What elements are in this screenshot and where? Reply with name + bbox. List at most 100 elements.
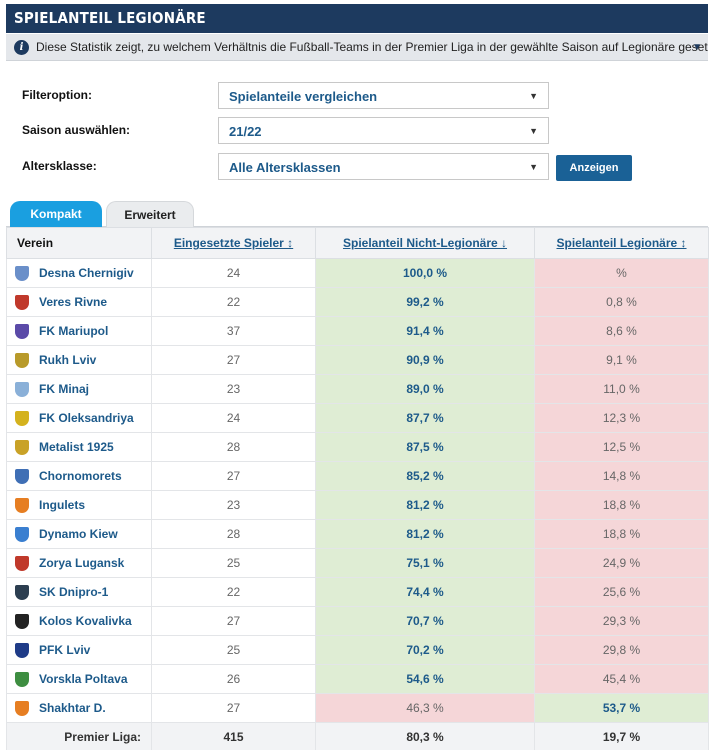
age-class-select[interactable]: Alle Altersklassen ▼ [218,153,549,180]
non-legion-cell: 87,5 % [315,432,535,462]
sort-players-link[interactable]: Eingesetzte Spieler ↕ [173,236,294,250]
players-cell: 24 [151,403,316,433]
players-cell: 27 [151,693,316,723]
club-name-link[interactable]: Zorya Lugansk [39,556,125,571]
legion-cell: 9,1 % [534,345,709,375]
club-crest-icon [15,265,29,281]
tab-kompakt[interactable]: Kompakt [10,201,102,227]
club-cell[interactable]: Veres Rivne [6,287,152,317]
table-row: Kolos Kovalivka 27 70,7 % 29,3 % [6,606,709,636]
non-legion-cell: 46,3 % [315,693,535,723]
header-non-legion[interactable]: Spielanteil Nicht-Legionäre ↓ [315,227,535,259]
sort-legion-link[interactable]: Spielanteil Legionäre ↕ [556,236,687,250]
club-name-link[interactable]: Kolos Kovalivka [39,614,132,629]
non-legion-cell: 85,2 % [315,461,535,491]
legion-cell: 12,5 % [534,432,709,462]
players-cell: 28 [151,519,316,549]
filter-option-select[interactable]: Spielanteile vergleichen ▼ [218,82,549,109]
season-select[interactable]: 21/22 ▼ [218,117,549,144]
table-row: FK Mariupol 37 91,4 % 8,6 % [6,316,709,346]
club-name-link[interactable]: PFK Lviv [39,643,91,658]
club-cell[interactable]: SK Dnipro-1 [6,577,152,607]
legion-cell: 29,8 % [534,635,709,665]
table-header-row: Verein Eingesetzte Spieler ↕ Spielanteil… [6,227,709,259]
tab-erweitert[interactable]: Erweitert [106,201,194,227]
filter-form: Filteroption: Spielanteile vergleichen ▼… [6,62,708,197]
club-name-link[interactable]: SK Dnipro-1 [39,585,109,600]
non-legion-cell: 81,2 % [315,490,535,520]
table-row: Zorya Lugansk 25 75,1 % 24,9 % [6,548,709,578]
show-button[interactable]: Anzeigen [556,155,632,181]
club-cell[interactable]: Rukh Lviv [6,345,152,375]
club-name-link[interactable]: FK Mariupol [39,324,109,339]
legion-cell: 12,3 % [534,403,709,433]
club-cell[interactable]: PFK Lviv [6,635,152,665]
club-cell[interactable]: FK Mariupol [6,316,152,346]
table-footer-row: Premier Liga: 415 80,3 % 19,7 % [6,722,709,750]
club-crest-icon [15,613,29,629]
age-class-value: Alle Altersklassen [229,160,341,175]
legion-cell: 0,8 % [534,287,709,317]
table-row: Dynamo Kiew 28 81,2 % 18,8 % [6,519,709,549]
club-cell[interactable]: Metalist 1925 [6,432,152,462]
non-legion-cell: 89,0 % [315,374,535,404]
club-name-link[interactable]: FK Oleksandriya [39,411,134,426]
non-legion-cell: 100,0 % [315,258,535,288]
table-row: Shakhtar D. 27 46,3 % 53,7 % [6,693,709,723]
club-name-link[interactable]: FK Minaj [39,382,89,397]
legion-cell: 25,6 % [534,577,709,607]
header-legion[interactable]: Spielanteil Legionäre ↕ [534,227,709,259]
players-cell: 28 [151,432,316,462]
players-cell: 22 [151,577,316,607]
table-row: Rukh Lviv 27 90,9 % 9,1 % [6,345,709,375]
club-crest-icon [15,410,29,426]
club-crest-icon [15,700,29,716]
table-row: Veres Rivne 22 99,2 % 0,8 % [6,287,709,317]
club-cell[interactable]: Chornomorets [6,461,152,491]
club-crest-icon [15,584,29,600]
view-tabs: Kompakt Erweitert [6,199,708,227]
club-name-link[interactable]: Chornomorets [39,469,122,484]
non-legion-cell: 75,1 % [315,548,535,578]
club-name-link[interactable]: Rukh Lviv [39,353,97,368]
club-cell[interactable]: Dynamo Kiew [6,519,152,549]
club-name-link[interactable]: Vorskla Poltava [39,672,128,687]
header-players[interactable]: Eingesetzte Spieler ↕ [151,227,316,259]
club-name-link[interactable]: Dynamo Kiew [39,527,118,542]
club-name-link[interactable]: Ingulets [39,498,86,513]
club-cell[interactable]: Desna Chernigiv [6,258,152,288]
info-bar[interactable]: i Diese Statistik zeigt, zu welchem Verh… [6,34,708,61]
legion-cell: % [534,258,709,288]
club-crest-icon [15,381,29,397]
club-name-link[interactable]: Metalist 1925 [39,440,114,455]
non-legion-cell: 87,7 % [315,403,535,433]
legion-cell: 53,7 % [534,693,709,723]
table-row: Metalist 1925 28 87,5 % 12,5 % [6,432,709,462]
club-name-link[interactable]: Desna Chernigiv [39,266,134,281]
club-cell[interactable]: Vorskla Poltava [6,664,152,694]
table-row: FK Oleksandriya 24 87,7 % 12,3 % [6,403,709,433]
league-total-players: 415 [151,722,316,750]
club-name-link[interactable]: Shakhtar D. [39,701,106,716]
sort-non-legion-link[interactable]: Spielanteil Nicht-Legionäre ↓ [342,236,508,250]
legion-cell: 29,3 % [534,606,709,636]
table-row: Chornomorets 27 85,2 % 14,8 % [6,461,709,491]
players-cell: 23 [151,490,316,520]
club-cell[interactable]: FK Oleksandriya [6,403,152,433]
table-row: Vorskla Poltava 26 54,6 % 45,4 % [6,664,709,694]
players-cell: 27 [151,345,316,375]
club-cell[interactable]: FK Minaj [6,374,152,404]
players-cell: 22 [151,287,316,317]
table-row: SK Dnipro-1 22 74,4 % 25,6 % [6,577,709,607]
club-cell[interactable]: Shakhtar D. [6,693,152,723]
league-total-non-legion: 80,3 % [315,722,535,750]
expand-caret-icon[interactable]: ▼ [692,42,702,53]
non-legion-cell: 91,4 % [315,316,535,346]
legion-cell: 45,4 % [534,664,709,694]
club-cell[interactable]: Kolos Kovalivka [6,606,152,636]
club-name-link[interactable]: Veres Rivne [39,295,108,310]
club-cell[interactable]: Zorya Lugansk [6,548,152,578]
club-cell[interactable]: Ingulets [6,490,152,520]
table-row: FK Minaj 23 89,0 % 11,0 % [6,374,709,404]
